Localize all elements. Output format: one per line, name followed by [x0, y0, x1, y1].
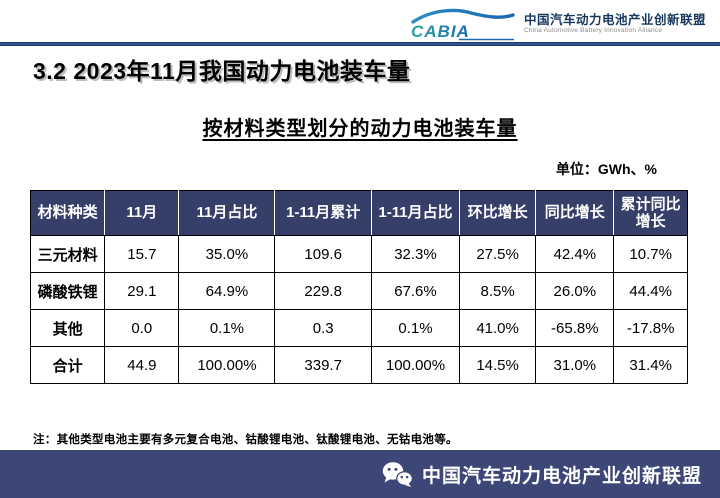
- page-title: 3.2 2023年11月我国动力电池装车量: [33, 58, 411, 84]
- table-row-other: 其他 0.0 0.1% 0.3 0.1% 41.0% -65.8% -17.8%: [29, 309, 688, 347]
- wechat-icon: [381, 461, 413, 488]
- table-row-total: 合计 44.9 100.00% 339.7 100.00% 14.5% 31.0…: [29, 346, 688, 384]
- cell-value: 109.6: [274, 235, 372, 273]
- cell-value: 64.9%: [178, 272, 276, 310]
- col-header-jan-nov-share: 1-11月占比: [370, 190, 460, 236]
- footnote: 注：其他类型电池主要有多元复合电池、钴酸锂电池、钛酸锂电池、无钴电池等。: [33, 434, 458, 446]
- cell-value: 0.3: [274, 309, 372, 347]
- cell-value: -65.8%: [535, 309, 615, 347]
- cell-value: 29.1: [104, 272, 180, 310]
- header-logo-block: CABIA 中国汽车动力电池产业创新联盟 China Automotive Ba…: [407, 7, 706, 41]
- table-title: 按材料类型划分的动力电池装车量: [202, 118, 518, 140]
- cell-value: 10.7%: [613, 235, 688, 273]
- table-row-lfp: 磷酸铁锂 29.1 64.9% 229.8 67.6% 8.5% 26.0% 4…: [29, 272, 688, 310]
- cell-value: 42.4%: [535, 235, 615, 273]
- cell-value: 44.4%: [613, 272, 688, 310]
- col-header-cumulative-yoy-growth: 累计同比增长: [613, 190, 688, 236]
- cell-value: 67.6%: [370, 272, 461, 310]
- cell-material: 合计: [29, 346, 106, 384]
- battery-install-table: 材料种类 11月 11月占比 1-11月累计 1-11月占比 环比增长 同比增长…: [29, 190, 688, 384]
- cell-value: 27.5%: [458, 235, 537, 273]
- car-swoosh-icon: CABIA: [411, 8, 515, 41]
- cell-value: 44.9: [104, 346, 180, 384]
- col-header-material-type: 材料种类: [29, 190, 105, 236]
- cell-value: 14.5%: [458, 346, 537, 384]
- org-name-en: China Automotive Battery Innovation Alli…: [523, 27, 663, 35]
- col-header-nov-share: 11月占比: [178, 190, 275, 236]
- cell-material: 三元材料: [29, 235, 106, 273]
- org-name-cn: 中国汽车动力电池产业创新联盟: [523, 13, 706, 28]
- unit-label: 单位：GWh、%: [555, 161, 657, 177]
- cell-material: 其他: [29, 309, 106, 347]
- col-header-mom-growth: 环比增长: [458, 190, 536, 236]
- cell-value: 339.7: [274, 346, 372, 384]
- table-row-ternary: 三元材料 15.7 35.0% 109.6 32.3% 27.5% 42.4% …: [29, 235, 688, 273]
- cell-value: 8.5%: [458, 272, 537, 310]
- footer-bar: 中国汽车动力电池产业创新联盟: [0, 450, 720, 498]
- cabia-logo-text: CABIA: [411, 22, 470, 41]
- cell-value: 0.1%: [370, 309, 461, 347]
- footer-org-name: 中国汽车动力电池产业创新联盟: [421, 465, 702, 487]
- cell-value: 31.4%: [613, 346, 688, 384]
- org-names: 中国汽车动力电池产业创新联盟 China Automotive Battery …: [524, 13, 706, 35]
- table-header-row: 材料种类 11月 11月占比 1-11月累计 1-11月占比 环比增长 同比增长…: [29, 190, 688, 236]
- cell-value: 100.00%: [178, 346, 276, 384]
- cell-value: 0.0: [104, 309, 180, 347]
- cell-value: 31.0%: [535, 346, 615, 384]
- cell-value: 0.1%: [178, 309, 276, 347]
- cell-value: 41.0%: [458, 309, 537, 347]
- cell-value: 100.00%: [370, 346, 461, 384]
- cell-material: 磷酸铁锂: [29, 272, 106, 310]
- cell-value: 32.3%: [370, 235, 461, 273]
- cell-value: 26.0%: [535, 272, 615, 310]
- cabia-logo: CABIA: [407, 7, 515, 41]
- top-rule-divider: [0, 42, 720, 46]
- cell-value: 15.7: [104, 235, 180, 273]
- subtitle-wrap: 按材料类型划分的动力电池装车量: [0, 112, 720, 141]
- col-header-nov: 11月: [104, 190, 179, 236]
- cell-value: 35.0%: [178, 235, 276, 273]
- cell-value: 229.8: [274, 272, 372, 310]
- col-header-yoy-growth: 同比增长: [535, 190, 614, 236]
- cell-value: -17.8%: [613, 309, 688, 347]
- col-header-jan-nov-cumulative: 1-11月累计: [274, 190, 372, 236]
